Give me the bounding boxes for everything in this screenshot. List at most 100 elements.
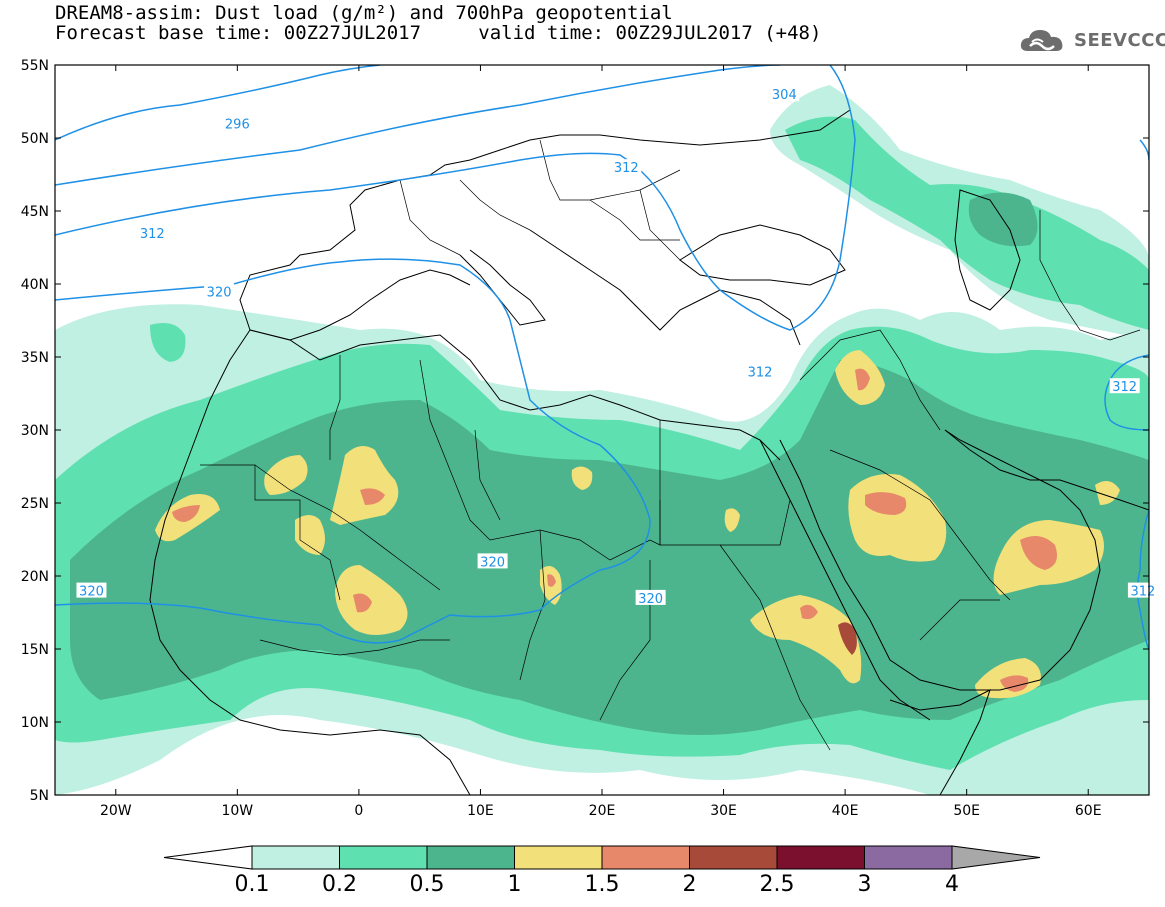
colorbar-label: 0.1	[235, 872, 270, 897]
dust-yellow-redsea	[750, 595, 862, 684]
colorbar-label: 1	[508, 872, 522, 897]
colorbar-segment	[514, 845, 603, 870]
lon-label: 30E	[710, 803, 737, 819]
border-13	[1039, 210, 1141, 341]
border-3	[329, 355, 341, 460]
contour-label-bg	[1109, 378, 1140, 394]
lat-label: 20N	[21, 569, 49, 585]
contour-label: 320	[480, 555, 505, 570]
coast-north-africa	[249, 329, 781, 461]
contour-label-bg	[745, 363, 776, 379]
contour-label-bg	[222, 115, 253, 131]
contour-label: 320	[207, 285, 232, 300]
dust-patch-atlantic	[150, 322, 186, 362]
coast-west-africa	[149, 329, 471, 795]
colorbar-label: 2.5	[760, 872, 795, 897]
colorbar-label: 0.2	[322, 872, 357, 897]
contour-label: 320	[638, 592, 663, 607]
lat-label: 15N	[21, 642, 49, 658]
border-2	[254, 464, 441, 591]
border-5	[474, 429, 501, 521]
colorbar-segment	[776, 845, 865, 870]
dust-orange-saudi	[865, 492, 907, 515]
base-time-label: Forecast base time: 00Z27JUL2017	[55, 22, 422, 44]
colorbar-label: 1.5	[585, 872, 620, 897]
coast-persian-gulf	[944, 429, 1149, 511]
dust-orange-iraq	[855, 368, 870, 391]
lat-label: 45N	[21, 204, 49, 220]
contour-312-north	[55, 65, 856, 331]
colorbar: 0.1 0.2 0.5 1 1.5 2 2.5 3 4	[163, 845, 1041, 897]
coast-caspian	[954, 189, 1021, 311]
geopotential-contours	[55, 65, 1149, 651]
dust-layer-0-2-north	[785, 116, 1149, 331]
valid-time-label: valid time: 00Z29JUL2017 (+48)	[478, 22, 822, 44]
coastlines	[149, 109, 1149, 795]
lon-label: 20E	[589, 803, 616, 819]
lon-label: 20W	[100, 803, 132, 819]
contour-320-north	[55, 258, 651, 644]
dust-field	[55, 85, 1149, 795]
border-11	[829, 449, 1011, 601]
coast-arabia	[779, 429, 1101, 691]
dust-orange-chad	[547, 574, 556, 587]
latitude-axis: 55N 50N 45N 40N 35N 30N 25N 20N 15N 10N 5N	[21, 58, 1149, 804]
contour-312-east	[1104, 354, 1149, 431]
dust-orange-oman	[1020, 536, 1058, 570]
dust-orange-algeria	[360, 488, 385, 505]
dust-yellow-mauritania-east	[264, 455, 308, 495]
contour-label: 320	[79, 585, 104, 600]
contour-label-bg	[769, 86, 800, 102]
lon-label: 60E	[1075, 803, 1102, 819]
dust-orange-niger	[353, 593, 372, 613]
dust-yellow-egypt	[724, 508, 740, 532]
colorbar-segment	[601, 845, 690, 870]
colorbar-label: 3	[858, 872, 872, 897]
seevccc-logo: SEEVCCC	[1018, 24, 1165, 56]
contour-label-bg	[477, 553, 508, 569]
colorbar-high-arrow	[951, 845, 1041, 870]
dust-yellow-niger	[335, 565, 408, 635]
colorbar-segment	[339, 845, 428, 870]
border-16	[459, 179, 531, 231]
lat-label: 55N	[21, 58, 49, 74]
dust-yellow-mali	[295, 515, 325, 555]
border-8	[519, 529, 546, 681]
colorbar-label: 4	[945, 872, 959, 897]
contour-label-bg	[137, 224, 168, 240]
coast-red-sea	[759, 439, 931, 721]
contour-label-bg	[635, 589, 666, 605]
colorbar-segment	[689, 845, 778, 870]
lon-label: 10E	[467, 803, 494, 819]
logo-text: SEEVCCC	[1074, 29, 1165, 51]
coast-italy	[459, 249, 546, 326]
coast-horn-africa	[889, 689, 991, 795]
longitude-axis: 20W 10W 0 10E 20E 30E 40E 50E 60E	[100, 65, 1102, 819]
lon-label: 40E	[832, 803, 859, 819]
cloud-icon	[1020, 30, 1063, 51]
border-14	[259, 639, 450, 656]
dust-orange-mauritania	[172, 505, 200, 522]
border-18	[539, 139, 681, 201]
lat-label: 25N	[21, 496, 49, 512]
lat-label: 35N	[21, 350, 49, 366]
colorbar-segment	[251, 845, 340, 870]
contour-label: 312	[748, 366, 773, 381]
colorbar-label: 2	[683, 872, 697, 897]
coast-europe-atlantic	[239, 109, 851, 331]
contour-label: 312	[1112, 380, 1137, 395]
contour-label-bg	[76, 582, 107, 598]
coast-black-sea	[679, 224, 846, 286]
colorbar-low-arrow	[163, 845, 253, 870]
map-title: DREAM8-assim: Dust load (g/m²) and 700hP…	[55, 2, 673, 24]
dust-orange-redsea	[800, 604, 818, 620]
colorbar-label: 0.5	[410, 872, 445, 897]
border-6	[660, 499, 791, 546]
contour-label: 312	[614, 161, 639, 176]
dust-yellow-gulf	[1095, 481, 1120, 505]
border-17	[399, 179, 461, 256]
border-10	[799, 329, 941, 431]
contour-labels: 296 304 312 312 320 312 312 320 320 320 312	[76, 86, 1158, 607]
contour-label: 296	[225, 117, 250, 132]
contour-label-bg	[1127, 582, 1158, 598]
